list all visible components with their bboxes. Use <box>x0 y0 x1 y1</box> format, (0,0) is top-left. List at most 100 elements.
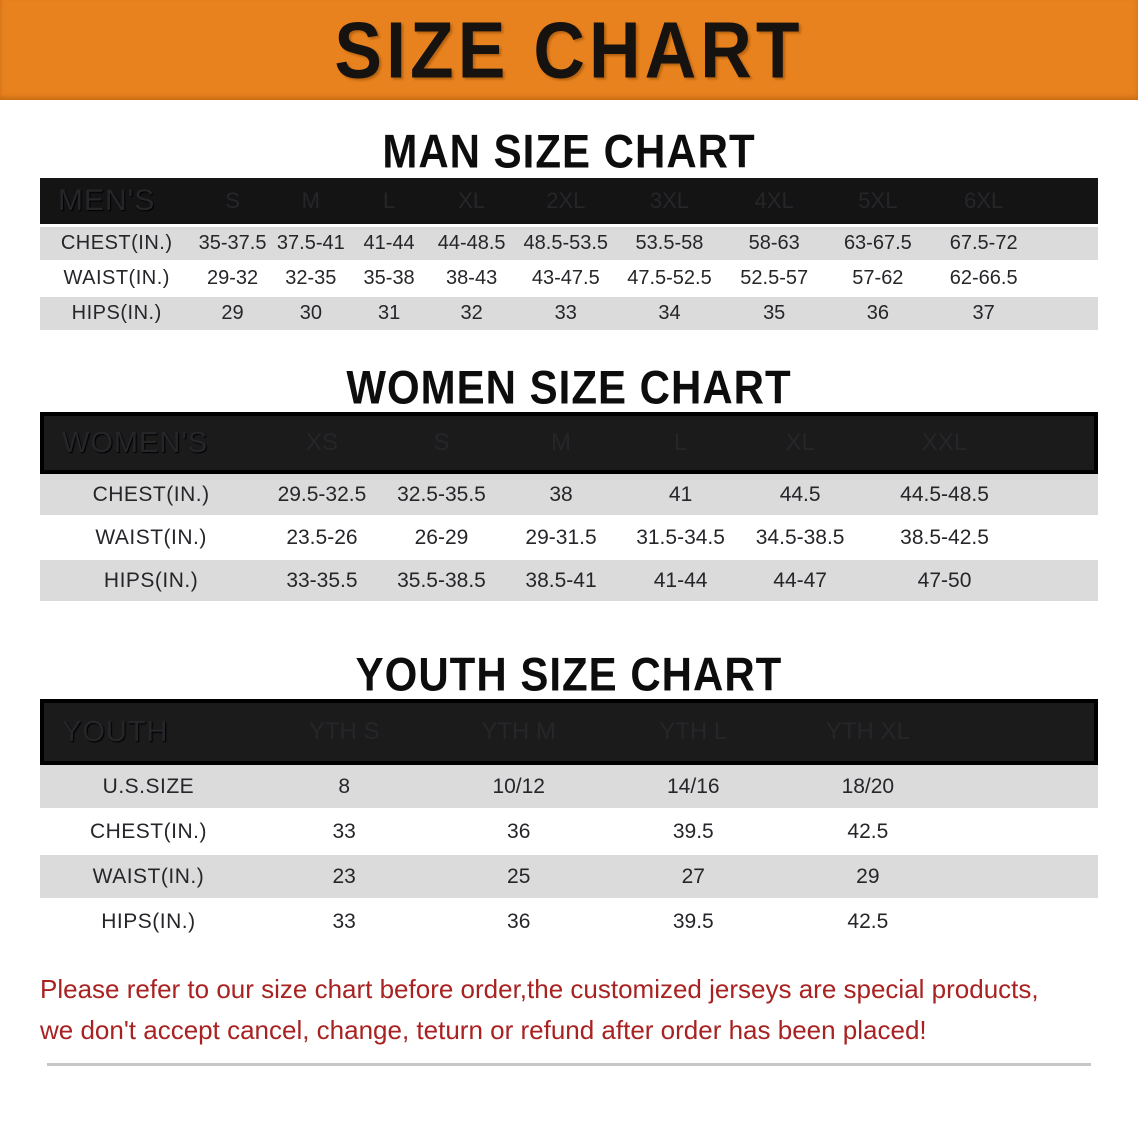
spacer-cell <box>1029 560 1098 603</box>
size-value-cell: 35.5-38.5 <box>381 560 502 603</box>
size-column-header: 3XL <box>616 178 723 227</box>
row-label: U.S.SIZE <box>40 765 257 810</box>
size-value-cell: 58-63 <box>722 227 827 262</box>
size-value-cell: 44-48.5 <box>428 227 515 262</box>
women-size-table: WOMEN'S XS S M L XL XXL CHEST(IN.) 29.5-… <box>40 412 1098 603</box>
size-column-header: 6XL <box>929 178 1038 227</box>
spacer-cell <box>955 900 1098 945</box>
size-value-cell: 31 <box>349 297 429 332</box>
size-value-cell: 14/16 <box>606 765 781 810</box>
size-value-cell: 29 <box>193 297 272 332</box>
size-column-header: M <box>271 178 350 227</box>
size-value-cell: 26-29 <box>381 517 502 560</box>
size-value-cell: 29.5-32.5 <box>262 474 382 517</box>
size-value-cell: 36 <box>826 297 930 332</box>
spacer-cell <box>1029 412 1098 474</box>
size-value-cell: 29-31.5 <box>501 517 621 560</box>
size-column-header: XL <box>428 178 515 227</box>
banner-title: SIZE CHART <box>334 5 804 95</box>
size-value-cell: 37.5-41 <box>271 227 350 262</box>
size-value-cell: 35-37.5 <box>193 227 272 262</box>
size-value-cell: 32 <box>428 297 515 332</box>
size-value-cell: 41-44 <box>620 560 741 603</box>
men-header-row: MEN'S S M L XL 2XL 3XL 4XL 5XL 6XL <box>40 178 1098 227</box>
men-waist-row: WAIST(IN.) 29-32 32-35 35-38 38-43 43-47… <box>40 262 1098 297</box>
size-value-cell: 38.5-41 <box>501 560 621 603</box>
youth-ussize-row: U.S.SIZE 8 10/12 14/16 18/20 <box>40 765 1098 810</box>
row-label: WAIST(IN.) <box>40 517 263 560</box>
spacer-cell <box>1037 227 1098 262</box>
size-value-cell: 47-50 <box>859 560 1030 603</box>
size-value-cell: 41-44 <box>349 227 429 262</box>
size-value-cell: 42.5 <box>780 900 956 945</box>
size-value-cell: 30 <box>271 297 350 332</box>
size-value-cell: 33-35.5 <box>262 560 382 603</box>
size-column-header: YTH L <box>606 699 781 765</box>
size-column-header: M <box>501 412 621 474</box>
size-value-cell: 36 <box>431 900 606 945</box>
size-value-cell: 23.5-26 <box>262 517 382 560</box>
section-heading-women: WOMEN SIZE CHART <box>0 361 1138 414</box>
size-column-header: YTH S <box>256 699 432 765</box>
section-heading-man-text: MAN SIZE CHART <box>382 125 756 178</box>
size-column-header: 4XL <box>722 178 827 227</box>
spacer-cell <box>955 699 1098 765</box>
size-value-cell: 67.5-72 <box>929 227 1038 262</box>
size-value-cell: 41 <box>620 474 741 517</box>
size-value-cell: 34 <box>616 297 723 332</box>
spacer-cell <box>955 810 1098 855</box>
size-column-header: 2XL <box>515 178 617 227</box>
size-column-header: S <box>381 412 502 474</box>
size-value-cell: 39.5 <box>606 810 781 855</box>
section-heading-youth-text: YOUTH SIZE CHART <box>355 648 783 701</box>
women-hips-row: HIPS(IN.) 33-35.5 35.5-38.5 38.5-41 41-4… <box>40 560 1098 603</box>
size-value-cell: 44-47 <box>740 560 860 603</box>
size-value-cell: 25 <box>431 855 606 900</box>
size-value-cell: 44.5-48.5 <box>859 474 1030 517</box>
men-chest-row: CHEST(IN.) 35-37.5 37.5-41 41-44 44-48.5… <box>40 227 1098 262</box>
size-value-cell: 42.5 <box>780 810 956 855</box>
size-value-cell: 47.5-52.5 <box>616 262 723 297</box>
size-value-cell: 35-38 <box>349 262 429 297</box>
size-value-cell: 10/12 <box>431 765 606 810</box>
size-value-cell: 38-43 <box>428 262 515 297</box>
size-value-cell: 48.5-53.5 <box>515 227 617 262</box>
size-value-cell: 34.5-38.5 <box>740 517 860 560</box>
women-corner-label: WOMEN'S <box>40 412 263 474</box>
size-value-cell: 53.5-58 <box>616 227 723 262</box>
women-chest-row: CHEST(IN.) 29.5-32.5 32.5-35.5 38 41 44.… <box>40 474 1098 517</box>
size-column-header: S <box>193 178 272 227</box>
section-heading-man: MAN SIZE CHART <box>0 125 1138 178</box>
size-value-cell: 18/20 <box>780 765 956 810</box>
size-value-cell: 38 <box>501 474 621 517</box>
youth-chest-row: CHEST(IN.) 33 36 39.5 42.5 <box>40 810 1098 855</box>
spacer-cell <box>955 855 1098 900</box>
size-column-header: XS <box>262 412 382 474</box>
disclaimer-line-2: we don't accept cancel, change, teturn o… <box>40 1015 927 1045</box>
row-label: HIPS(IN.) <box>40 297 194 332</box>
women-waist-row: WAIST(IN.) 23.5-26 26-29 29-31.5 31.5-34… <box>40 517 1098 560</box>
size-value-cell: 35 <box>722 297 827 332</box>
youth-corner-label: YOUTH <box>40 699 257 765</box>
size-value-cell: 32.5-35.5 <box>381 474 502 517</box>
size-value-cell: 33 <box>515 297 617 332</box>
men-corner-label: MEN'S <box>40 178 194 227</box>
size-column-header: 5XL <box>826 178 930 227</box>
size-column-header: XL <box>740 412 860 474</box>
spacer-cell <box>1029 474 1098 517</box>
row-label: WAIST(IN.) <box>40 262 194 297</box>
size-value-cell: 63-67.5 <box>826 227 930 262</box>
size-value-cell: 37 <box>929 297 1038 332</box>
youth-size-table: YOUTH YTH S YTH M YTH L YTH XL U.S.SIZE … <box>40 699 1098 945</box>
men-size-table: MEN'S S M L XL 2XL 3XL 4XL 5XL 6XL CHEST… <box>40 178 1098 332</box>
size-value-cell: 23 <box>256 855 432 900</box>
size-value-cell: 57-62 <box>826 262 930 297</box>
size-column-header: L <box>349 178 429 227</box>
row-label: WAIST(IN.) <box>40 855 257 900</box>
bottom-divider-line <box>47 1063 1091 1066</box>
size-value-cell: 33 <box>256 810 432 855</box>
disclaimer-text: Please refer to our size chart before or… <box>40 969 1138 1051</box>
size-value-cell: 44.5 <box>740 474 860 517</box>
size-value-cell: 31.5-34.5 <box>620 517 741 560</box>
men-hips-row: HIPS(IN.) 29 30 31 32 33 34 35 36 37 <box>40 297 1098 332</box>
